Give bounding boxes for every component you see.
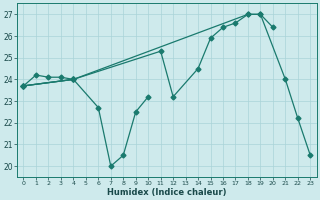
X-axis label: Humidex (Indice chaleur): Humidex (Indice chaleur) [107,188,227,197]
